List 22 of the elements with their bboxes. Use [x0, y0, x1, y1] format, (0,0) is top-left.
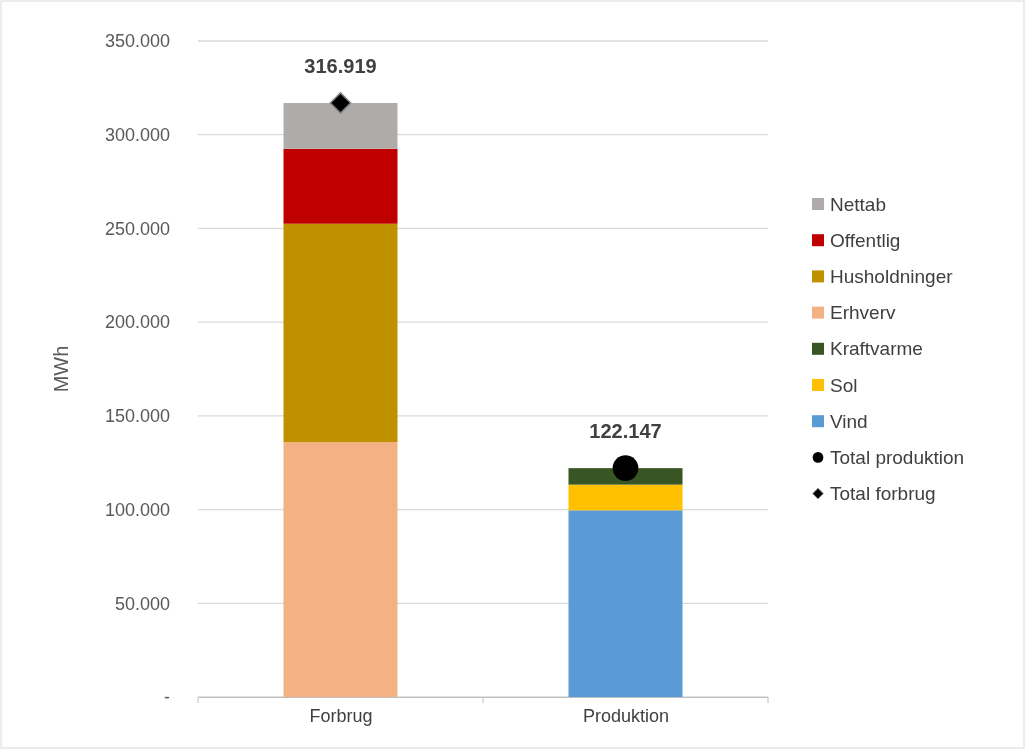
y-tick-label: - [164, 687, 170, 708]
x-tick-label: Produktion [582, 705, 670, 726]
y-tick-label: 250.000 [104, 218, 170, 239]
y-tick-label: 100.000 [104, 499, 170, 520]
y-tick-label: 300.000 [104, 124, 170, 145]
data-label: 122.147 [589, 420, 662, 443]
legend-label: Erhverv [830, 302, 896, 324]
x-tick-label: Forbrug [309, 705, 373, 726]
legend-label: Total produktion [830, 447, 965, 469]
y-tick-label: 350.000 [104, 31, 170, 52]
legend-label: Sol [830, 374, 858, 396]
y-axis-title: MWh [50, 345, 72, 393]
y-tick-label: 150.000 [104, 406, 170, 427]
y-tick-label: 50.000 [114, 593, 170, 614]
legend-label: Vind [830, 410, 868, 432]
legend-label: Husholdninger [830, 266, 954, 288]
legend-label: Total forbrug [830, 483, 936, 505]
legend-label: Offentlig [830, 229, 901, 251]
data-label: 316.919 [304, 55, 377, 77]
legend-label: Nettab [830, 193, 886, 215]
legend-label: Kraftvarme [830, 338, 923, 360]
y-tick-label: 200.000 [104, 312, 170, 333]
